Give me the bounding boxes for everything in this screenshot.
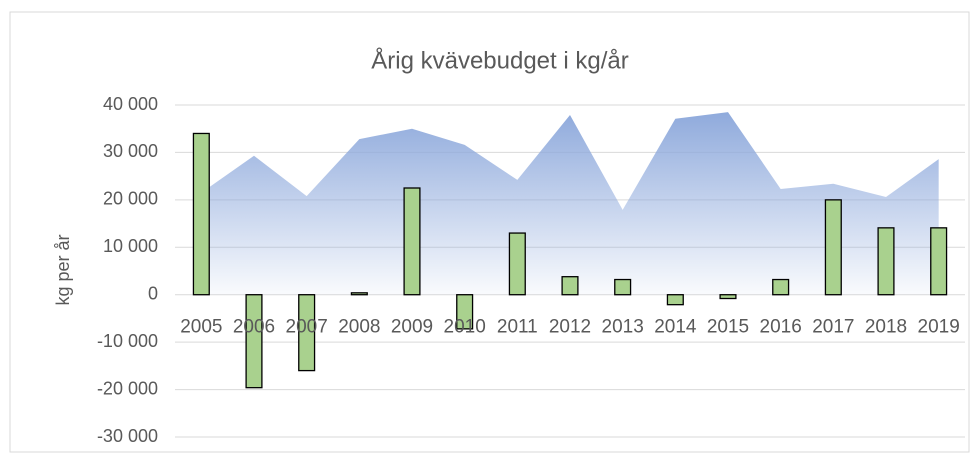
x-tick-label: 2016 — [760, 317, 802, 338]
x-tick-label: 2013 — [602, 317, 644, 338]
x-tick-label: 2005 — [180, 317, 222, 338]
area — [201, 112, 939, 295]
bar — [772, 278, 790, 296]
y-tick-label: 20 000 — [103, 189, 158, 209]
bar — [561, 276, 579, 296]
bar — [350, 292, 368, 296]
bar — [456, 294, 474, 330]
y-tick-label: 10 000 — [103, 236, 158, 256]
x-tick-label: 2008 — [338, 317, 380, 338]
x-tick-label: 2010 — [444, 317, 486, 338]
bar — [192, 132, 210, 296]
bar — [877, 227, 895, 296]
chart-title: Årig kvävebudget i kg/år — [371, 46, 628, 74]
x-tick-label: 2011 — [497, 317, 538, 338]
x-tick-label: 2015 — [707, 317, 749, 338]
x-tick-label: 2019 — [918, 317, 960, 338]
y-tick-label: 40 000 — [103, 94, 158, 114]
x-tick-label: 2006 — [233, 317, 275, 338]
y-tick-label: -20 000 — [97, 378, 158, 398]
y-tick-label: 0 — [148, 283, 158, 303]
bar — [719, 294, 737, 300]
y-tick-label: -30 000 — [97, 426, 158, 446]
y-axis-title: kg per år — [53, 234, 73, 305]
x-tick-label: 2009 — [391, 317, 433, 338]
bar — [614, 278, 632, 296]
x-tick-label: 2017 — [812, 317, 854, 338]
y-tick-label: -10 000 — [97, 331, 158, 351]
bar — [245, 294, 263, 389]
bar — [298, 294, 316, 372]
bar — [930, 227, 948, 296]
y-tick-label: 30 000 — [103, 141, 158, 161]
bar — [666, 294, 684, 306]
x-tick-label: 2014 — [654, 317, 697, 338]
bar — [824, 199, 842, 296]
bar — [508, 232, 526, 296]
x-tick-label: 2007 — [286, 317, 328, 338]
x-tick-label: 2018 — [865, 317, 907, 338]
bar — [403, 187, 421, 296]
x-tick-label: 2012 — [549, 317, 591, 338]
